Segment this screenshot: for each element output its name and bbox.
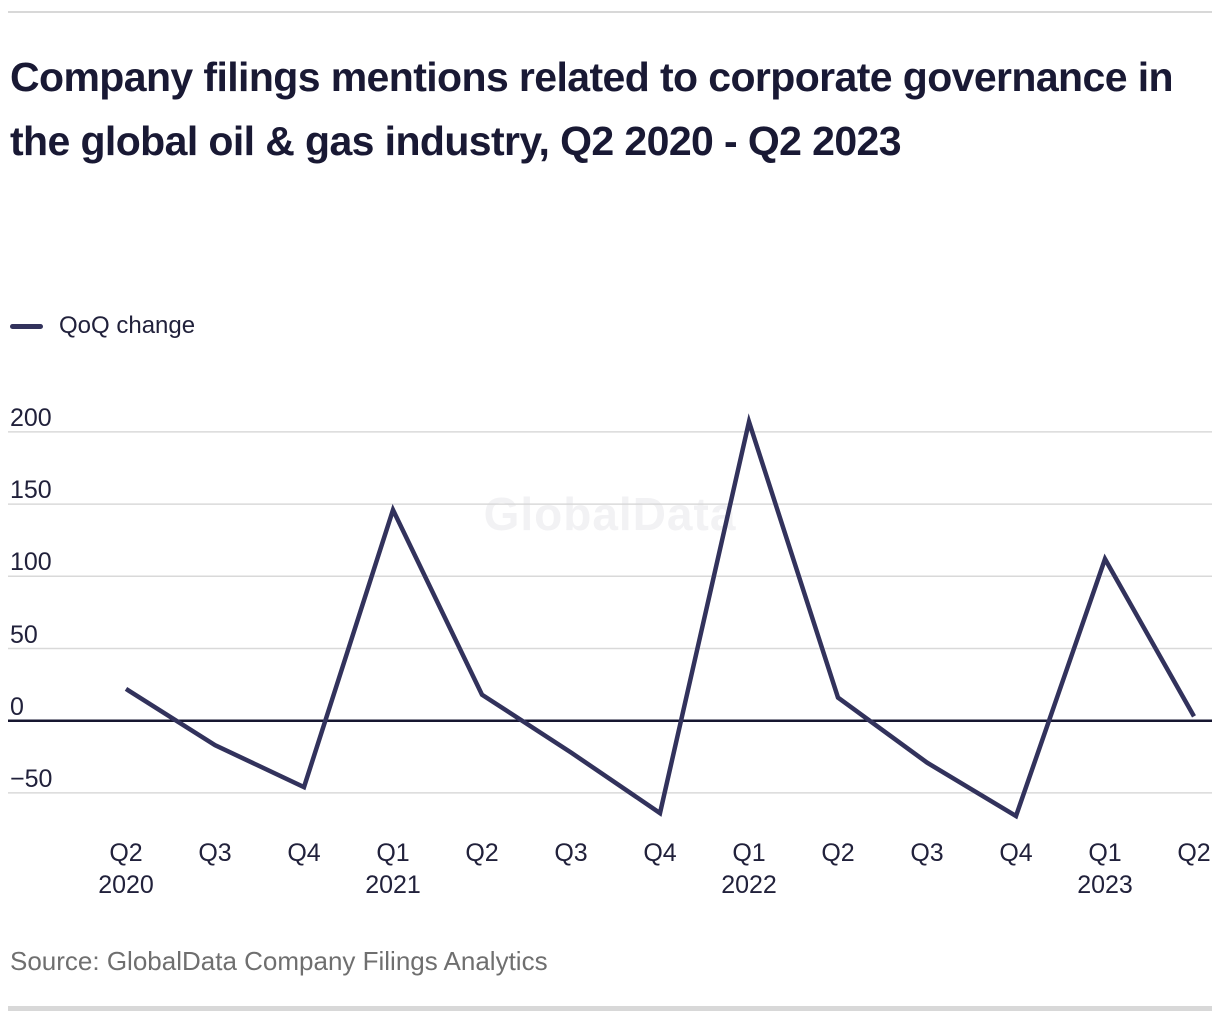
x-tick-year-label: 2020: [98, 871, 154, 899]
x-tick-year-label: 2023: [1077, 871, 1133, 899]
y-tick-label: 200: [10, 404, 52, 432]
bottom-divider: [8, 1006, 1212, 1011]
watermark-logo: GlobalData: [483, 488, 737, 540]
x-tick-label: Q4: [287, 839, 321, 867]
x-tick-year-label: 2022: [721, 871, 777, 899]
y-tick-label: 150: [10, 476, 52, 504]
gridlines: [8, 431, 1212, 794]
x-tick-label: Q1: [732, 839, 766, 867]
y-tick-label: 0: [10, 693, 24, 721]
x-tick-label: Q3: [554, 839, 588, 867]
x-tick-label: Q1: [376, 839, 410, 867]
x-tick-year-label: 2021: [365, 871, 421, 899]
x-tick-label: Q2: [465, 839, 499, 867]
legend-line-swatch: [10, 323, 43, 329]
qoq-change-line-series: [124, 413, 1196, 820]
x-tick-label: Q4: [643, 839, 677, 867]
chart-title: Company filings mentions related to corp…: [10, 54, 1174, 164]
legend-label: QoQ change: [59, 312, 196, 339]
x-tick-label: Q1: [1088, 839, 1122, 867]
legend: QoQ change: [10, 310, 195, 342]
y-tick-label: −50: [10, 765, 53, 793]
x-tick-label: Q2: [1177, 839, 1211, 867]
top-divider: [8, 11, 1212, 13]
x-tick-label: Q2: [821, 839, 855, 867]
y-tick-label: 50: [10, 621, 38, 649]
x-tick-label: Q4: [999, 839, 1033, 867]
x-tick-label: Q3: [910, 839, 944, 867]
source-caption: Source: GlobalData Company Filings Analy…: [10, 946, 548, 976]
y-tick-label: 100: [10, 548, 52, 576]
x-tick-label: Q2: [109, 839, 143, 867]
line-chart-plot: [8, 413, 1212, 820]
x-tick-label: Q3: [198, 839, 232, 867]
